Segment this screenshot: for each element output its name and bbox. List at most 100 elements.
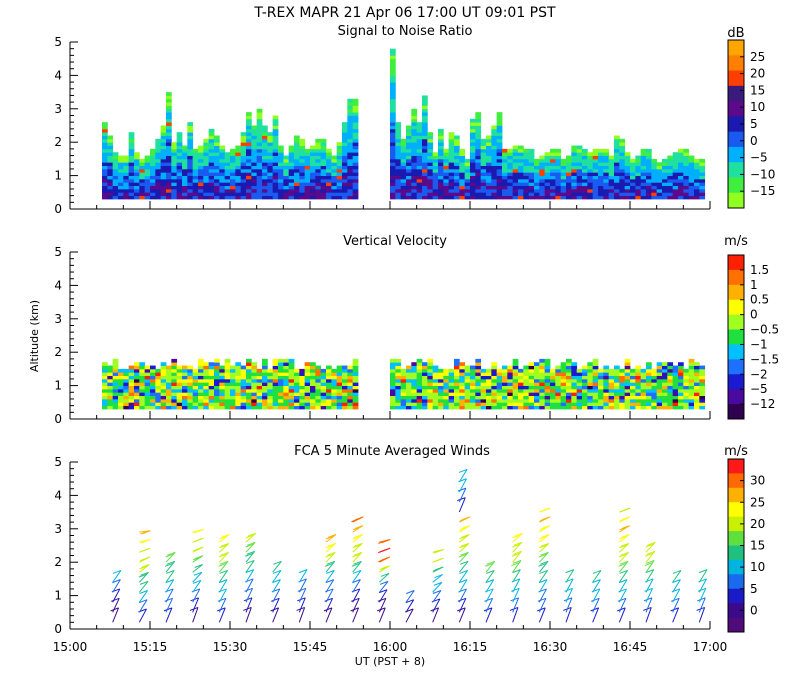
velocity-cell: [262, 368, 268, 373]
snr-cell: [475, 128, 482, 133]
wind-barb-flag: [459, 526, 468, 531]
wind-barb-flag: [539, 508, 549, 513]
snr-cell: [123, 188, 130, 193]
snr-cell: [406, 172, 412, 176]
snr-cell: [208, 135, 215, 140]
velocity-cell: [432, 365, 439, 370]
velocity-colorbar: 1.510.50−0.5−1−1.5−2−5−12: [727, 254, 779, 420]
velocity-cell: [171, 378, 178, 383]
velocity-cell: [427, 372, 434, 376]
velocity-cell: [635, 365, 642, 370]
snr-cell: [438, 182, 444, 187]
wind-barb-shaft: [192, 572, 203, 583]
snr-cell: [427, 192, 434, 197]
y-tick-label: 2: [54, 345, 62, 359]
velocity-cell: [619, 375, 626, 380]
velocity-cell: [214, 378, 220, 383]
snr-cell: [646, 192, 652, 197]
velocity-cell: [235, 398, 242, 403]
snr-cell: [240, 148, 247, 153]
wind-barb-flag: [112, 579, 121, 584]
snr-cell: [118, 165, 124, 170]
velocity-cell: [310, 395, 316, 400]
velocity-cell: [480, 395, 487, 400]
velocity-cell: [528, 372, 535, 376]
snr-cell: [598, 188, 604, 193]
velocity-cell: [470, 382, 476, 386]
wind-barb-shaft: [352, 570, 362, 583]
snr-cell: [320, 165, 327, 170]
snr-cell: [544, 165, 551, 170]
velocity-cell: [662, 385, 668, 390]
snr-cell: [219, 195, 226, 200]
snr-cell: [427, 178, 434, 183]
wind-barb-flag: [193, 538, 202, 543]
velocity-cell: [528, 382, 535, 386]
velocity-cell: [635, 395, 642, 400]
snr-cell: [432, 188, 439, 193]
snr-cell: [406, 182, 412, 187]
wind-barb-shaft: [645, 569, 655, 583]
snr-cell: [502, 162, 508, 166]
snr-cell: [640, 185, 647, 190]
snr-cell: [128, 145, 135, 150]
velocity-cell: [571, 378, 578, 383]
x-tick-label: 16:00: [373, 640, 408, 654]
velocity-cell: [336, 392, 343, 397]
snr-cell: [507, 192, 514, 197]
snr-cell: [672, 178, 679, 183]
snr-cell: [299, 178, 306, 183]
snr-cell: [528, 172, 535, 176]
velocity-cell: [400, 378, 407, 383]
snr-cell: [198, 192, 204, 197]
wind-barb-flag: [378, 539, 387, 544]
velocity-cell: [576, 378, 583, 383]
snr-cell: [400, 168, 407, 173]
snr-cell: [342, 178, 348, 183]
colorbar-swatch: [728, 162, 744, 178]
velocity-cell: [635, 382, 642, 386]
velocity-cell: [134, 378, 140, 383]
snr-cell: [166, 152, 172, 156]
snr-cell: [518, 152, 524, 156]
snr-cell: [235, 172, 242, 176]
snr-cell: [123, 158, 130, 163]
snr-cell: [198, 172, 204, 176]
snr-cell: [240, 188, 247, 193]
velocity-cell: [315, 382, 322, 386]
velocity-cell: [427, 378, 434, 383]
colorbar-tick-label: 0: [750, 308, 758, 322]
velocity-cell: [587, 375, 594, 380]
snr-cell: [502, 178, 508, 183]
velocity-cell: [166, 365, 172, 370]
snr-cell: [336, 178, 343, 183]
velocity-cell: [539, 382, 546, 386]
wind-barb-shaft: [378, 573, 390, 583]
snr-cell: [251, 135, 258, 140]
snr-cell: [619, 172, 626, 176]
snr-cell: [107, 172, 114, 176]
velocity-cell: [278, 358, 284, 363]
snr-cell: [208, 132, 215, 136]
colorbar-swatch: [728, 459, 744, 474]
snr-cell: [571, 168, 578, 173]
snr-cell: [155, 192, 162, 197]
snr-cell: [544, 168, 551, 173]
velocity-cell: [699, 368, 706, 373]
velocity-cell: [683, 372, 690, 376]
velocity-cell: [107, 372, 114, 376]
snr-cell: [640, 182, 647, 187]
velocity-cell: [251, 392, 258, 397]
snr-cell: [166, 145, 172, 150]
snr-cell: [155, 195, 162, 200]
velocity-cell: [230, 382, 236, 386]
snr-cell: [390, 52, 396, 56]
y-tick-label: 4: [54, 68, 62, 82]
wind-barb-shaft: [325, 579, 335, 593]
velocity-cell: [480, 372, 487, 376]
velocity-cell: [310, 372, 316, 376]
velocity-cell: [230, 398, 236, 403]
wind-barb-shaft: [165, 570, 175, 583]
velocity-cell: [459, 362, 466, 366]
velocity-cell: [614, 405, 620, 410]
